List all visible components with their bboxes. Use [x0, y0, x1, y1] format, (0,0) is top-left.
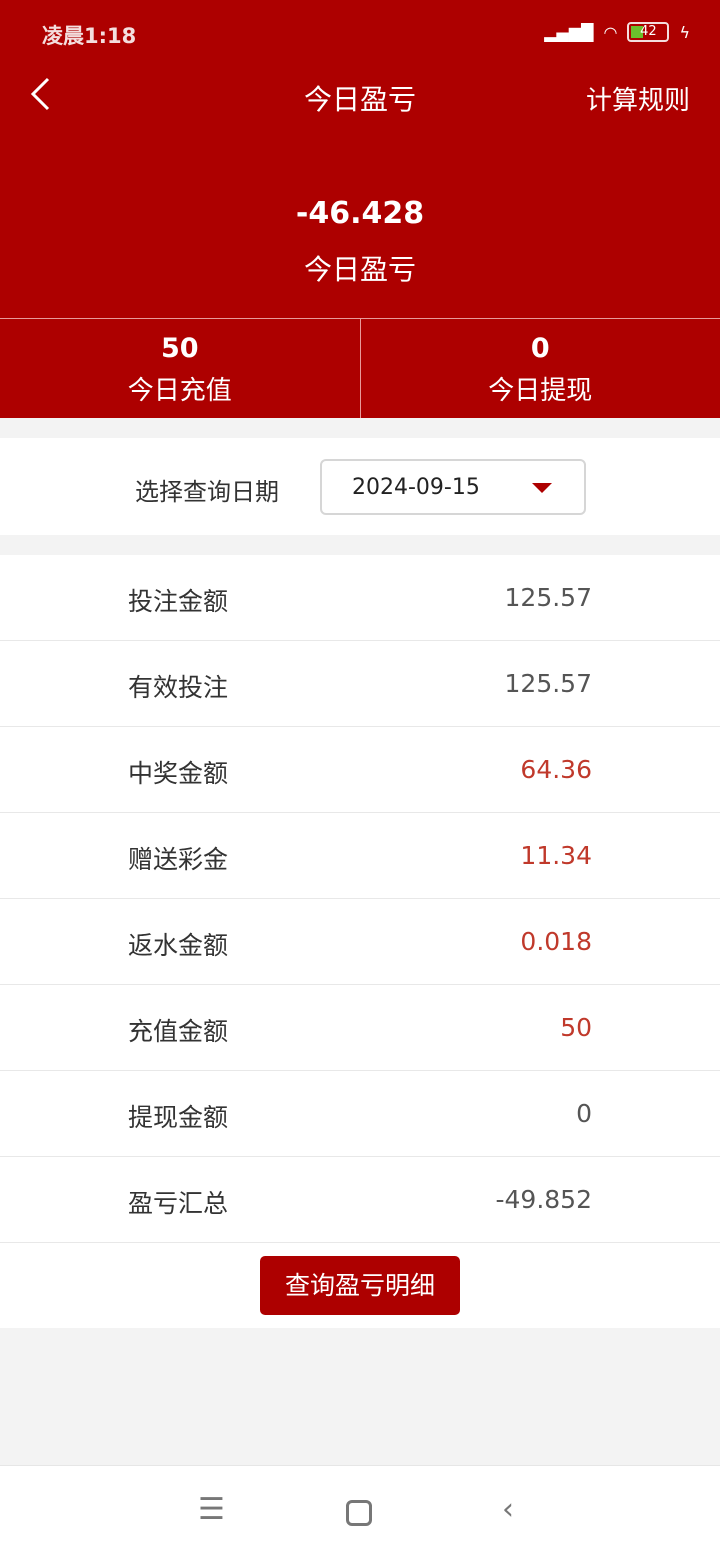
- item-value: 0: [576, 1099, 592, 1128]
- item-label: 盈亏汇总: [128, 1189, 229, 1218]
- battery-icon: 42: [627, 22, 670, 42]
- signal-icon: ▂▄▆█: [544, 22, 594, 42]
- status-time: 凌晨1:18: [42, 24, 137, 48]
- date-select[interactable]: 2024-09-15: [320, 459, 586, 515]
- date-value: 2024-09-15: [352, 475, 480, 500]
- stat-value: 50: [160, 333, 199, 364]
- header-area: 凌晨1:18 ▂▄▆█ ◠ 42 ϟ 今日盈亏 计算规则 -46.428 今日盈…: [0, 0, 720, 418]
- list-item: 投注金额 125.57: [0, 555, 720, 641]
- menu-icon[interactable]: ☰: [198, 1492, 225, 1527]
- query-detail-button[interactable]: 查询盈亏明细: [260, 1256, 460, 1315]
- charging-icon: ϟ: [679, 22, 690, 42]
- stat-withdraw: 0 今日提现: [359, 319, 720, 418]
- item-label: 投注金额: [128, 587, 229, 616]
- item-value: 64.36: [520, 755, 592, 784]
- back-button[interactable]: [28, 76, 52, 121]
- list-item: 盈亏汇总 -49.852: [0, 1157, 720, 1243]
- rules-button[interactable]: 计算规则: [585, 86, 690, 116]
- today-profit-label: 今日盈亏: [303, 253, 416, 286]
- stats: 50 今日充值 0 今日提现: [0, 318, 720, 418]
- item-value: 11.34: [520, 841, 592, 870]
- page-title: 今日盈亏: [303, 83, 416, 116]
- list-item: 提现金额 0: [0, 1071, 720, 1157]
- home-icon[interactable]: [346, 1500, 372, 1526]
- item-value: 0.018: [520, 927, 592, 956]
- chevron-left-icon: [30, 77, 50, 111]
- list-item: 有效投注 125.57: [0, 641, 720, 727]
- system-nav-bar: ☰ ‹: [0, 1465, 720, 1560]
- wifi-icon: ◠: [603, 22, 618, 42]
- list-item: 中奖金额 64.36: [0, 727, 720, 813]
- item-label: 提现金额: [128, 1103, 229, 1132]
- stat-value: 0: [530, 333, 550, 364]
- status-icons: ▂▄▆█ ◠ 42 ϟ: [544, 22, 690, 42]
- caret-down-icon: [532, 483, 552, 493]
- profit-list: 投注金额 125.57 有效投注 125.57 中奖金额 64.36 赠送彩金 11.34 返水…: [0, 555, 720, 1328]
- item-value: -49.852: [495, 1185, 593, 1214]
- date-filter: 选择查询日期 2024-09-15: [0, 438, 720, 535]
- item-label: 赠送彩金: [128, 845, 229, 874]
- list-item: 充值金额 50: [0, 985, 720, 1071]
- item-value: 125.57: [504, 669, 592, 698]
- item-value: 50: [560, 1013, 592, 1042]
- list-item: 赠送彩金 11.34: [0, 813, 720, 899]
- item-value: 125.57: [504, 583, 592, 612]
- stat-label: 今日充值: [127, 376, 232, 406]
- today-profit-value: -46.428: [295, 196, 425, 231]
- item-label: 有效投注: [128, 673, 229, 702]
- list-item: 返水金额 0.018: [0, 899, 720, 985]
- item-label: 返水金额: [128, 931, 229, 960]
- date-label: 选择查询日期: [135, 478, 279, 506]
- item-label: 中奖金额: [128, 759, 229, 788]
- stat-recharge: 50 今日充值: [0, 319, 360, 418]
- back-nav-icon[interactable]: ‹: [502, 1492, 514, 1527]
- stat-label: 今日提现: [488, 376, 593, 406]
- item-label: 充值金额: [128, 1017, 229, 1046]
